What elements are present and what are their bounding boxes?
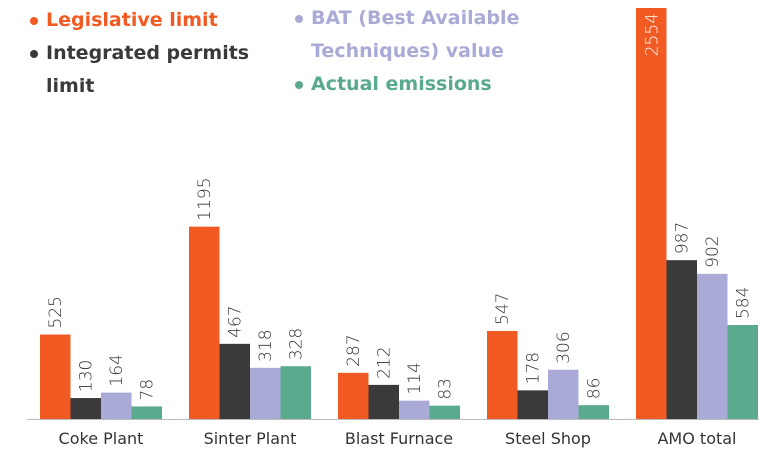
data-label: 306 (554, 331, 574, 363)
legend: BAT (Best Available Techniques) value Act… (295, 2, 535, 101)
data-label: 902 (703, 235, 723, 267)
bar (250, 367, 281, 419)
bar (399, 400, 430, 419)
x-tick-label: Coke Plant (59, 429, 144, 448)
bar (666, 260, 697, 419)
data-label: 130 (77, 360, 97, 392)
data-label: 287 (344, 334, 364, 366)
legend-label: BAT (Best Available Techniques) value (311, 7, 520, 62)
data-label: 987 (673, 222, 693, 254)
data-label: 2554 (642, 13, 662, 56)
legend-marker (295, 81, 303, 89)
bar (280, 366, 311, 419)
data-label: 164 (107, 354, 127, 386)
bar (338, 372, 369, 419)
bar (40, 334, 71, 419)
bar (189, 226, 220, 419)
x-tick-label: Blast Furnace (345, 429, 453, 448)
data-label: 86 (585, 378, 605, 400)
bar (636, 8, 667, 419)
legend-label: Integrated permits limit (46, 42, 250, 97)
data-label: 328 (287, 328, 307, 360)
legend-item: BAT (Best Available Techniques) value (295, 2, 535, 68)
data-label: 584 (734, 287, 754, 319)
bar (487, 330, 518, 419)
bar (70, 398, 101, 419)
legend-marker (30, 50, 38, 58)
data-label: 178 (524, 352, 544, 384)
bar (101, 392, 132, 419)
legend: Legislative limit Integrated permits limi… (30, 4, 270, 103)
bar (131, 406, 162, 419)
bar (727, 325, 758, 419)
legend-label: Actual emissions (311, 73, 492, 95)
legend-marker (295, 15, 303, 23)
bar (578, 405, 609, 419)
bar (368, 384, 399, 419)
legend-item: Integrated permits limit (30, 37, 270, 103)
data-label: 547 (493, 293, 513, 325)
x-tick-label: AMO total (657, 429, 736, 448)
data-label: 78 (138, 379, 158, 401)
bar (429, 405, 460, 419)
legend-item: Legislative limit (30, 4, 270, 37)
legend-label: Legislative limit (46, 9, 218, 31)
data-label: 1195 (195, 177, 215, 220)
data-label: 467 (226, 305, 246, 337)
data-label: 114 (405, 362, 425, 394)
data-label: 212 (375, 346, 395, 378)
bar (548, 369, 579, 419)
x-tick-label: Steel Shop (505, 429, 591, 448)
x-tick-label: Sinter Plant (204, 429, 297, 448)
data-label: 525 (46, 296, 66, 328)
data-label: 318 (256, 329, 276, 361)
legend-marker (30, 17, 38, 25)
bar (219, 343, 250, 419)
legend-item: Actual emissions (295, 68, 535, 101)
bar (517, 390, 548, 419)
data-label: 83 (436, 378, 456, 400)
bar (697, 273, 728, 419)
